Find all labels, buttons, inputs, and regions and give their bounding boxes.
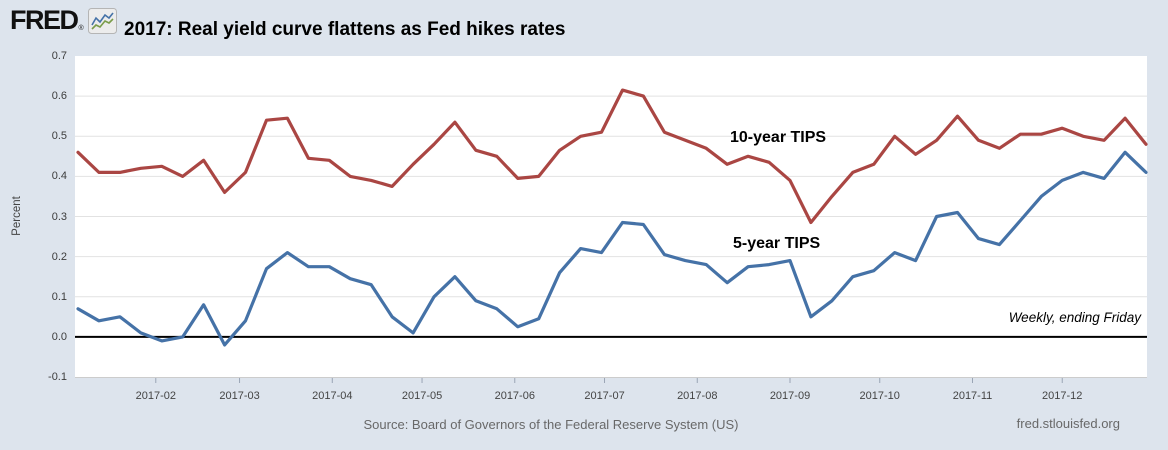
x-tick-label: 2017-11 [952,390,993,402]
x-tick-label: 2017-06 [494,390,535,402]
y-tick-label: 0.5 [51,130,67,143]
x-tick-label: 2017-02 [135,390,176,402]
x-tick-label: 2017-07 [584,390,625,402]
y-tick-label: -0.1 [48,371,67,383]
y-tick-label: 0.7 [51,50,67,62]
series-label-5-year-tips: 5-year TIPS [733,235,821,252]
fred-site-text: fred.stlouisfed.org [1016,416,1120,431]
source-text: Source: Board of Governors of the Federa… [363,417,739,432]
y-tick-label: 0.0 [51,330,67,343]
y-tick-label: 0.1 [51,290,67,303]
series-label-10-year-tips: 10-year TIPS [730,129,827,146]
y-tick-label: 0.6 [51,90,67,103]
frequency-note: Weekly, ending Friday [1008,310,1141,325]
x-tick-label: 2017-09 [769,390,811,402]
x-tick-label: 2017-03 [219,390,260,402]
x-tick-label: 2017-04 [312,390,353,402]
series-line-10-year-tips [76,88,1148,225]
y-tick-label: 0.3 [51,210,67,223]
registered-mark: ® [78,25,84,32]
y-tick-label: 0.2 [51,250,67,263]
fred-logo: FRED ® [10,6,117,34]
fred-logo-text: FRED [10,5,79,35]
x-tick-label: 2017-10 [859,390,900,402]
x-tick-label: 2017-08 [677,390,718,402]
fred-sparkline-icon [87,8,117,34]
series-line-5-year-tips [76,150,1148,347]
x-tick-label: 2017-05 [401,390,443,402]
page-title: 2017: Real yield curve flattens as Fed h… [124,19,566,40]
y-axis-title: Percent [11,196,23,236]
x-tick-label: 2017-12 [1042,390,1083,402]
y-tick-label: 0.4 [51,170,67,183]
